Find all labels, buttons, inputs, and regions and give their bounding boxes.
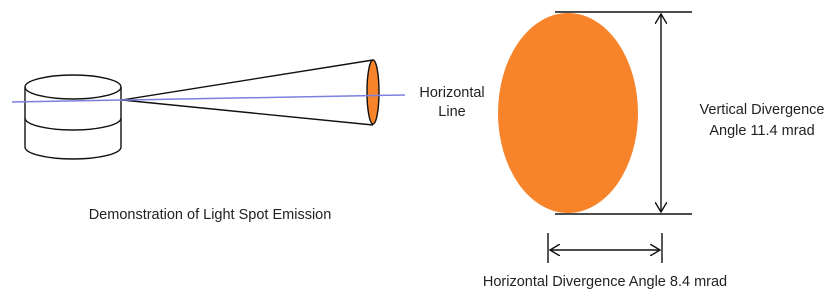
beam-cone	[122, 60, 379, 125]
label: Horizontal Divergence Angle 8.4 mrad	[483, 274, 727, 290]
diagram: Horizontal Line Demonstration of Light S…	[0, 0, 835, 295]
label: Horizontal	[419, 85, 484, 101]
label: Angle 11.4 mrad	[709, 123, 814, 139]
light-spot	[498, 13, 638, 213]
page: Horizontal Line Demonstration of Light S…	[0, 0, 835, 295]
label: Line	[438, 104, 465, 120]
label: Vertical Divergence	[700, 102, 825, 118]
light-source	[25, 75, 121, 159]
caption: Demonstration of Light Spot Emission	[89, 207, 332, 223]
